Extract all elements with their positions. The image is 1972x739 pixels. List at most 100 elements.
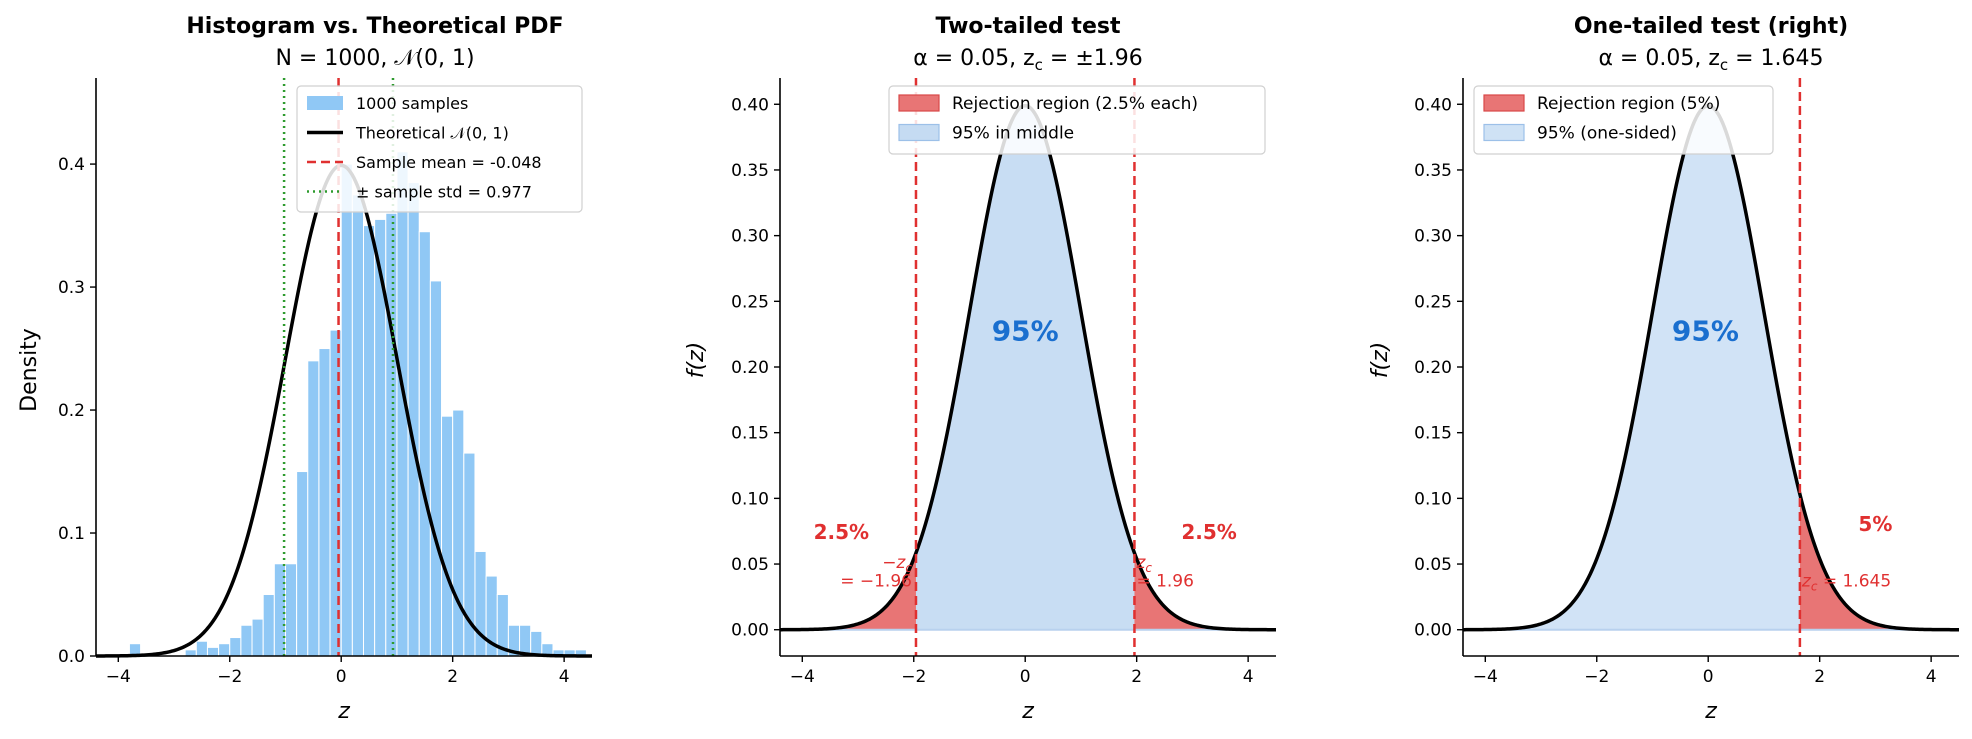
legend: Rejection region (2.5% each) 95% in middl… xyxy=(888,85,1266,155)
legend-label: Rejection region (2.5% each) xyxy=(952,94,1198,114)
x-tick-label: 0 xyxy=(336,667,347,687)
x-tick-label: −2 xyxy=(217,667,242,687)
one-tailed-panel: One-tailed test (right) α = 0.05, zc = 1… xyxy=(1368,14,1960,724)
histogram-bar xyxy=(452,409,465,657)
legend-label: 95% (one-sided) xyxy=(1537,124,1677,144)
critical-annotation: = −1.96 xyxy=(840,571,912,591)
y-tick-label: 0.35 xyxy=(1414,161,1452,181)
histogram-bar xyxy=(296,471,309,657)
panel-subtitle: N = 1000, 𝒩(0, 1) xyxy=(275,46,474,71)
x-tick-label: −4 xyxy=(106,667,131,687)
tail-percent-label: 5% xyxy=(1858,512,1892,536)
x-tick-label: 4 xyxy=(1926,667,1937,687)
histogram-bar xyxy=(363,225,376,657)
panel-title: Histogram vs. Theoretical PDF xyxy=(186,14,563,39)
panel-subtitle: α = 0.05, zc = 1.645 xyxy=(1598,46,1823,74)
x-tick-label: 4 xyxy=(1243,667,1254,687)
histogram-bar xyxy=(441,415,454,657)
acceptance-region xyxy=(915,105,1135,630)
y-tick-label: 0.0 xyxy=(58,647,85,667)
y-axis-label: f(z) xyxy=(684,342,709,378)
y-tick-label: 0.40 xyxy=(1414,95,1452,115)
x-tick-label: 2 xyxy=(447,667,458,687)
x-tick-label: −4 xyxy=(1473,667,1498,687)
legend-label: 95% in middle xyxy=(952,124,1074,144)
tail-percent-label: 2.5% xyxy=(1181,520,1236,544)
legend-box xyxy=(1473,85,1774,155)
histogram-bar xyxy=(340,163,353,657)
x-tick-label: −2 xyxy=(1584,667,1609,687)
histogram-bar xyxy=(218,643,231,657)
histogram-bar xyxy=(262,594,275,657)
y-tick-label: 0.00 xyxy=(1414,621,1452,641)
x-axis-label: z xyxy=(337,699,350,724)
histogram-bar xyxy=(206,646,220,657)
legend-label: Theoretical 𝒩(0, 1) xyxy=(355,124,509,143)
histogram-bar xyxy=(307,360,320,657)
histogram-bar xyxy=(318,348,331,657)
y-tick-label: 0.25 xyxy=(731,292,769,312)
legend-swatch xyxy=(1483,123,1525,142)
rejection-region xyxy=(1799,494,1959,630)
y-tick-label: 0.40 xyxy=(731,95,769,115)
y-tick-label: 0.30 xyxy=(731,227,769,247)
legend-label: Rejection region (5%) xyxy=(1537,94,1720,114)
x-tick-label: 4 xyxy=(559,667,570,687)
critical-annotation: −zc xyxy=(882,553,912,575)
y-tick-label: 0.10 xyxy=(731,489,769,509)
x-tick-label: 0 xyxy=(1020,667,1031,687)
y-tick-label: 0.30 xyxy=(1414,227,1452,247)
x-tick-label: 2 xyxy=(1131,667,1142,687)
y-tick-label: 0.05 xyxy=(731,555,769,575)
y-tick-label: 0.20 xyxy=(1414,358,1452,378)
histogram-bar xyxy=(474,550,487,657)
histogram-bar xyxy=(429,280,443,657)
center-percent-label: 95% xyxy=(992,315,1059,348)
y-tick-label: 0.10 xyxy=(1414,489,1452,509)
y-axis-label: Density xyxy=(17,328,42,412)
panel-title: Two-tailed test xyxy=(936,14,1121,39)
y-tick-label: 0.15 xyxy=(1414,424,1452,444)
critical-annotation: zc xyxy=(1135,553,1152,575)
histogram-bar xyxy=(385,212,398,657)
histogram-bar xyxy=(519,624,532,657)
x-tick-label: 0 xyxy=(1703,667,1714,687)
x-axis-label: z xyxy=(1704,699,1717,724)
tail-percent-label: 2.5% xyxy=(814,520,869,544)
y-tick-label: 0.00 xyxy=(731,621,769,641)
legend: 1000 samples Theoretical 𝒩(0, 1) Sample me… xyxy=(296,85,583,213)
center-percent-label: 95% xyxy=(1672,315,1739,348)
critical-annotation: zc = 1.645 xyxy=(1801,571,1891,593)
y-tick-label: 0.35 xyxy=(731,161,769,181)
panel-subtitle: α = 0.05, zc = ±1.96 xyxy=(913,46,1143,74)
legend-swatch xyxy=(307,96,343,110)
histogram-bar xyxy=(229,637,242,657)
x-axis-label: z xyxy=(1021,699,1034,724)
y-tick-label: 0.4 xyxy=(58,155,85,175)
rejection-region xyxy=(1134,552,1276,630)
critical-annotation: = 1.96 xyxy=(1136,571,1194,591)
y-tick-label: 0.2 xyxy=(58,401,85,421)
histogram-bar xyxy=(195,640,208,657)
legend: Rejection region (5%) 95% (one-sided) xyxy=(1473,85,1774,155)
x-tick-label: −4 xyxy=(790,667,815,687)
histogram-bar xyxy=(251,618,264,657)
y-axis-label: f(z) xyxy=(1368,342,1393,378)
legend-label: ± sample std = 0.977 xyxy=(356,183,532,202)
histogram-bar xyxy=(351,194,365,657)
x-tick-label: −2 xyxy=(901,667,926,687)
histogram-bar xyxy=(530,630,543,657)
legend-swatch xyxy=(1483,94,1525,112)
histogram-bar xyxy=(240,624,253,657)
histogram-panel: Histogram vs. Theoretical PDF N = 1000, … xyxy=(17,14,592,724)
legend-label: 1000 samples xyxy=(356,94,468,113)
histogram-bar xyxy=(284,563,298,657)
two-tailed-panel: Two-tailed test α = 0.05, zc = ±1.96 95%… xyxy=(684,14,1277,724)
acceptance-region xyxy=(1463,105,1800,630)
panel-title: One-tailed test (right) xyxy=(1574,14,1848,39)
y-tick-label: 0.05 xyxy=(1414,555,1452,575)
legend-box xyxy=(888,85,1266,155)
legend-swatch xyxy=(898,94,940,112)
y-tick-label: 0.15 xyxy=(731,424,769,444)
